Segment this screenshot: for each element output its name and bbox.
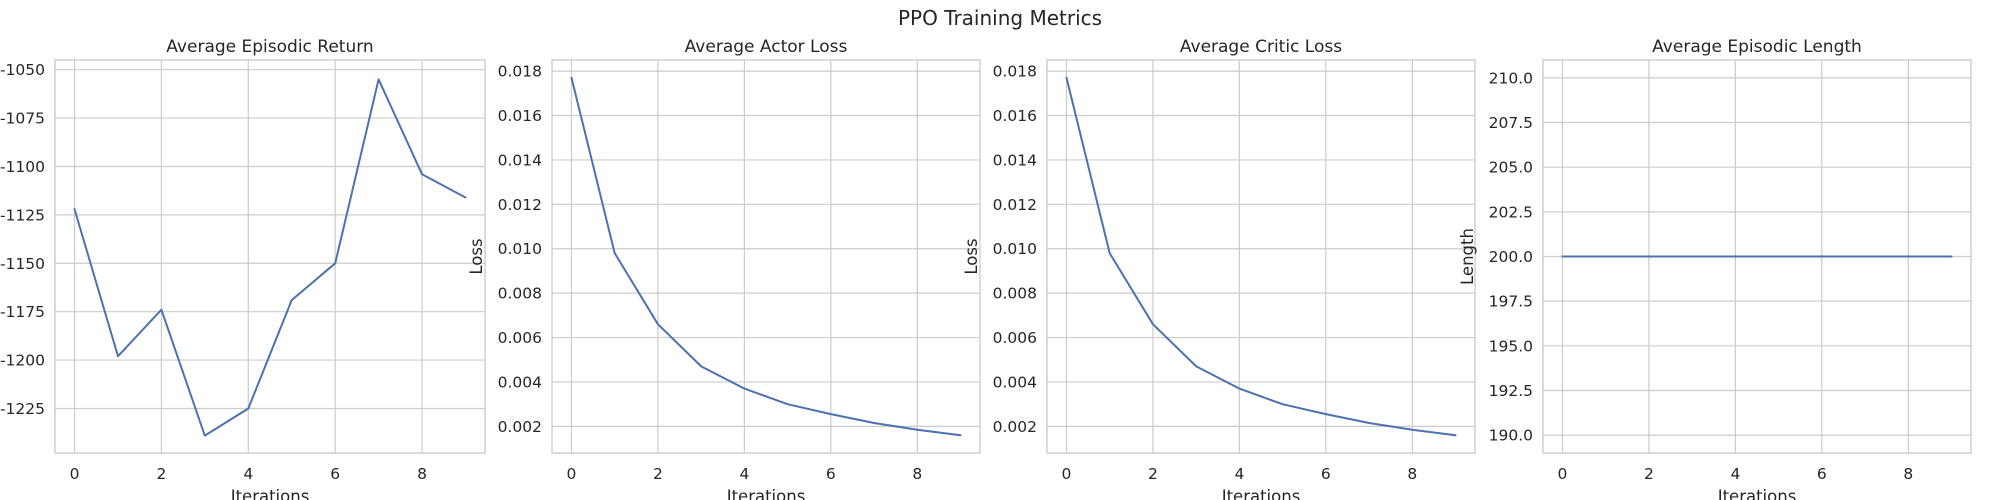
y-tick-label: 205.0 — [1489, 159, 1533, 177]
y-tick-label: 0.006 — [993, 329, 1037, 347]
y-tick-label: 192.5 — [1489, 382, 1533, 400]
figure-title: PPO Training Metrics — [898, 6, 1102, 30]
y-tick-label: 197.5 — [1489, 293, 1533, 311]
y-tick-label: -1100 — [0, 158, 45, 176]
y-tick-label: 190.0 — [1489, 427, 1533, 445]
y-tick-label: -1050 — [0, 61, 45, 79]
y-axis-label: Length — [1458, 228, 1477, 285]
y-axis-label: Loss — [467, 238, 486, 274]
x-axis-label: Iterations — [727, 487, 806, 500]
x-tick-label: 4 — [243, 465, 253, 483]
y-tick-label: 0.016 — [498, 107, 542, 125]
y-tick-label: 0.002 — [498, 418, 542, 436]
subplot-title: Average Critic Loss — [1180, 37, 1342, 57]
subplot-title: Average Actor Loss — [685, 37, 848, 57]
x-tick-label: 6 — [826, 465, 836, 483]
x-tick-label: 0 — [1062, 465, 1072, 483]
y-tick-label: 207.5 — [1489, 114, 1533, 132]
x-tick-label: 4 — [739, 465, 749, 483]
y-tick-label: 0.008 — [993, 285, 1037, 303]
y-tick-label: -1225 — [0, 400, 45, 418]
subplot-4: 0 2 4 6 8 190.0 192.5 195.0 197.5 200.0 202.5 205.0… — [1458, 37, 1972, 500]
y-tick-label: 0.018 — [993, 63, 1037, 81]
y-tick-label: -1150 — [0, 255, 45, 273]
series-line — [73, 78, 467, 437]
x-tick-label: 6 — [1321, 465, 1331, 483]
x-axis-label: Iterations — [1222, 487, 1301, 500]
plot-frame — [1046, 59, 1476, 454]
y-tick-label: -1200 — [0, 352, 45, 370]
x-tick-label: 2 — [653, 465, 663, 483]
y-tick-label: 0.010 — [498, 240, 542, 258]
y-tick-label: 200.0 — [1489, 248, 1533, 266]
y-tick-label: 0.008 — [498, 285, 542, 303]
x-tick-label: 2 — [1148, 465, 1158, 483]
x-tick-label: 4 — [1234, 465, 1244, 483]
subplot-title: Average Episodic Return — [166, 37, 373, 57]
x-tick-label: 6 — [330, 465, 340, 483]
series-line — [570, 76, 962, 437]
plot-frame — [54, 59, 486, 454]
y-tick-label: 0.016 — [993, 107, 1037, 125]
plot-frame — [551, 59, 981, 454]
x-tick-label: 8 — [1407, 465, 1417, 483]
y-tick-label: 195.0 — [1489, 337, 1533, 355]
y-tick-label: 0.018 — [498, 63, 542, 81]
y-tick-label: -1175 — [0, 303, 45, 321]
y-axis-label: Loss — [962, 238, 981, 274]
series-line — [1065, 76, 1457, 437]
x-tick-label: 8 — [417, 465, 427, 483]
y-tick-label: 0.002 — [993, 418, 1037, 436]
subplot-2: 0 2 4 6 8 0.002 0.004 0.006 0.008 0.010 0.012 0.014… — [467, 37, 981, 500]
y-tick-label: -1075 — [0, 110, 45, 128]
y-tick-label: 0.006 — [498, 329, 542, 347]
y-tick-label: 0.012 — [993, 196, 1037, 214]
y-tick-label: 0.004 — [993, 373, 1037, 391]
x-tick-label: 2 — [1644, 465, 1654, 483]
y-tick-label: 0.012 — [498, 196, 542, 214]
subplot-1: 0 2 4 6 8 -1225 -1200 -1175 -1150 -1125 -1100 -1075… — [0, 37, 486, 500]
x-tick-label: 0 — [567, 465, 577, 483]
y-tick-label: 0.014 — [993, 151, 1037, 169]
y-tick-label: 210.0 — [1489, 69, 1533, 87]
y-tick-label: 202.5 — [1489, 203, 1533, 221]
x-axis-label: Iterations — [231, 487, 310, 500]
y-tick-label: 0.014 — [498, 151, 542, 169]
x-tick-label: 6 — [1817, 465, 1827, 483]
y-tick-label: 0.010 — [993, 240, 1037, 258]
y-tick-label: 0.004 — [498, 373, 542, 391]
x-tick-label: 0 — [70, 465, 80, 483]
x-tick-label: 0 — [1558, 465, 1568, 483]
x-tick-label: 2 — [156, 465, 166, 483]
x-tick-label: 8 — [912, 465, 922, 483]
x-tick-label: 4 — [1730, 465, 1740, 483]
y-tick-label: -1125 — [0, 206, 45, 224]
subplots: 0 2 4 6 8 -1225 -1200 -1175 -1150 -1125 -1100 -1075… — [0, 37, 1972, 500]
plot-frame — [1542, 59, 1972, 454]
x-axis-label: Iterations — [1718, 487, 1797, 500]
x-tick-label: 8 — [1903, 465, 1913, 483]
subplot-title: Average Episodic Length — [1652, 37, 1862, 57]
subplot-3: 0 2 4 6 8 0.002 0.004 0.006 0.008 0.010 0.012 0.014… — [962, 37, 1476, 500]
